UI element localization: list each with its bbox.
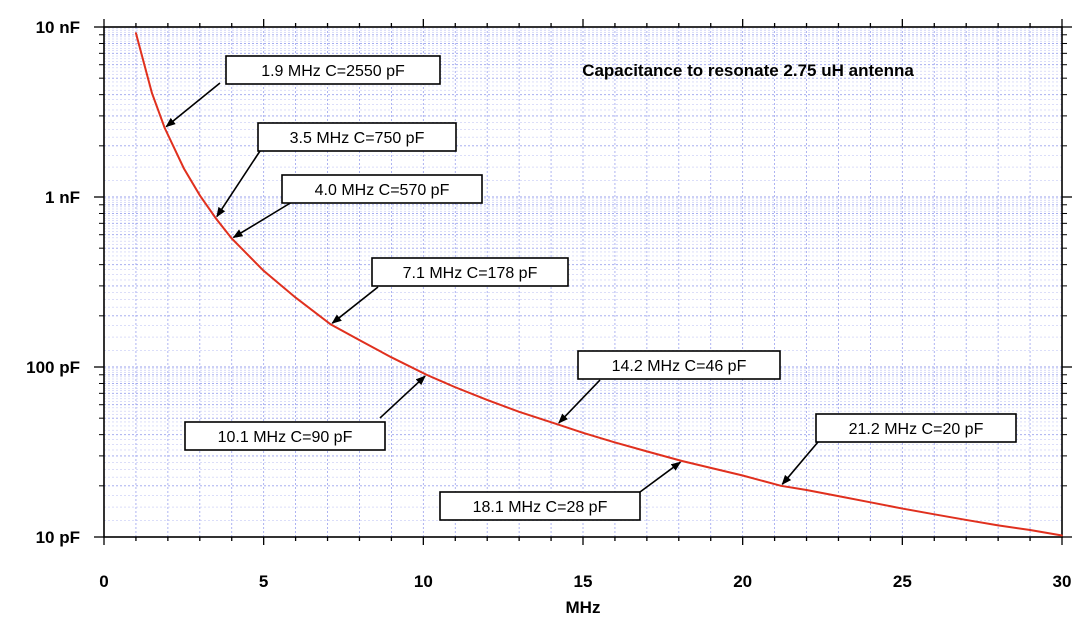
axis-ticks [94, 19, 1072, 545]
annotation-box [577, 350, 781, 380]
data-point [358, 339, 361, 341]
annotation-arrow [165, 82, 221, 128]
data-point [486, 399, 489, 401]
annotation-label: 1.9 MHz C=2550 pF [261, 63, 405, 80]
annotation-arrow [558, 379, 601, 424]
annotation-arrow [331, 286, 379, 324]
annotations: 1.9 MHz C=2550 pF 3.5 MHz C=750 pF 4.0 MHz… [165, 55, 1017, 521]
data-point [965, 519, 968, 521]
x-tick-label: 15 [574, 572, 593, 591]
annotation-arrow [232, 201, 293, 239]
data-point [135, 32, 137, 34]
data-point [556, 423, 559, 426]
x-tick-label: 25 [893, 572, 912, 591]
annotation-box [281, 174, 483, 204]
x-tick-label: 10 [414, 572, 433, 591]
data-point [780, 484, 782, 487]
annotation-label: 18.1 MHz C=28 pF [473, 499, 608, 516]
data-point [681, 460, 683, 462]
data-point [869, 501, 872, 504]
x-tick-label: 5 [259, 572, 268, 591]
annotation: 14.2 MHz C=46 pF [558, 350, 781, 424]
annotation: 18.1 MHz C=28 pF [439, 461, 682, 521]
annotation-box [371, 257, 569, 287]
data-points [135, 32, 1063, 537]
x-tick-label: 0 [99, 572, 108, 591]
x-tick-label: 30 [1053, 572, 1072, 591]
data-point [1029, 529, 1031, 531]
chart-title: Capacitance to resonate 2.75 uH antenna [582, 61, 914, 80]
y-tick-label: 1 nF [45, 188, 80, 207]
data-point [163, 126, 166, 129]
data-point [425, 373, 428, 376]
data-point [454, 386, 457, 389]
data-point [582, 431, 584, 434]
data-point [805, 489, 808, 491]
annotation-label: 3.5 MHz C=750 pF [290, 130, 425, 147]
annotation-label: 4.0 MHz C=570 pF [315, 182, 450, 199]
data-point [198, 194, 201, 197]
data-point [741, 474, 744, 477]
annotation-label: 14.2 MHz C=46 pF [612, 358, 747, 375]
y-tick-label: 10 nF [36, 18, 80, 37]
annotation: 10.1 MHz C=90 pF [184, 375, 426, 451]
annotation-arrow [639, 461, 682, 493]
annotation: 3.5 MHz C=750 pF [216, 122, 457, 218]
annotation-box [225, 55, 441, 85]
data-point [645, 450, 648, 453]
data-point [151, 92, 153, 94]
annotation-box [439, 491, 641, 521]
data-point [901, 507, 904, 510]
x-axis-title: MHz [566, 598, 601, 617]
annotation-arrow [379, 375, 426, 419]
annotation-label: 10.1 MHz C=90 pF [218, 429, 353, 446]
data-point [933, 513, 936, 516]
annotation: 7.1 MHz C=178 pF [331, 257, 569, 324]
annotation-box [184, 421, 386, 451]
y-tick-label: 10 pF [36, 528, 80, 547]
data-point [182, 167, 185, 170]
annotation-arrow [216, 150, 261, 218]
annotation-box [257, 122, 457, 152]
annotation: 21.2 MHz C=20 pF [781, 413, 1017, 486]
data-point [837, 495, 840, 498]
axis-tick-labels: 0 5 10 15 20 25 30 10 pF 100 pF 1 nF 10 nF [26, 18, 1071, 591]
annotation: 4.0 MHz C=570 pF [232, 174, 483, 239]
x-tick-label: 20 [733, 572, 752, 591]
data-point [614, 441, 616, 444]
data-point [329, 323, 332, 326]
annotation: 1.9 MHz C=2550 pF [165, 55, 441, 128]
data-point [997, 524, 1000, 527]
data-point [230, 237, 233, 240]
data-point [262, 269, 265, 272]
annotation-label: 7.1 MHz C=178 pF [403, 265, 538, 282]
annotation-label: 21.2 MHz C=20 pF [849, 421, 984, 438]
data-point [390, 356, 393, 359]
data-point [294, 296, 297, 299]
data-point [214, 217, 217, 220]
y-tick-label: 100 pF [26, 358, 80, 377]
data-point [518, 410, 521, 413]
annotation-box [815, 413, 1017, 443]
data-point [709, 466, 712, 469]
data-point [1061, 534, 1063, 537]
annotation-arrow [781, 441, 819, 486]
